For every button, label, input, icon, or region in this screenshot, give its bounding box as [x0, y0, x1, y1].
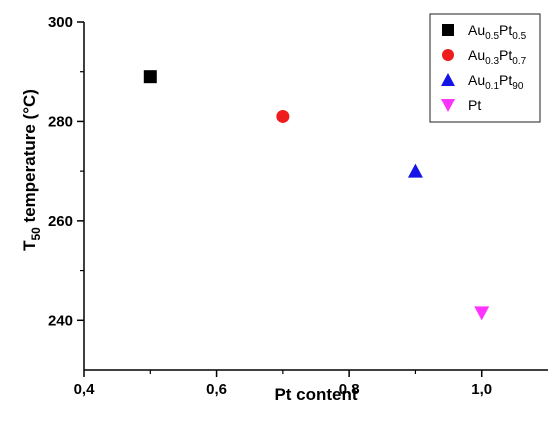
data-points [143, 70, 490, 321]
legend-marker-1 [442, 24, 454, 36]
x-tick-label: 0,8 [339, 381, 360, 398]
legend-label-3: Au0.1Pt90 [468, 72, 524, 92]
x-tick-label: 0,6 [206, 381, 227, 398]
axes [83, 22, 548, 371]
data-point-1 [143, 70, 157, 84]
legend-marker-2 [442, 49, 454, 61]
legend-label-1: Au0.5Pt0.5 [468, 22, 527, 42]
legend-label-4: Pt [468, 97, 481, 113]
y-axis-title: T50 temperature (°C) [20, 89, 43, 251]
x-tick-label: 0,4 [74, 381, 96, 398]
y-tick-label: 280 [48, 113, 73, 130]
x-axis-title: Pt content [274, 385, 357, 404]
y-tick-label: 260 [48, 213, 73, 230]
data-point-2 [276, 109, 290, 123]
legend-label-2: Au0.3Pt0.7 [468, 47, 527, 67]
y-tick-label: 300 [48, 14, 73, 31]
x-tick-label: 1,0 [471, 381, 492, 398]
legend-marker-3 [441, 73, 455, 86]
data-point-4 [474, 306, 490, 321]
legend: Au0.5Pt0.5 Au0.3Pt0.7 Au0.1Pt90 Pt [429, 13, 541, 123]
y-tick-label: 240 [48, 312, 73, 329]
ticks: 0,4 0,6 0,8 1,0 240 260 280 300 [48, 14, 492, 398]
data-point-3 [407, 163, 423, 178]
legend-marker-4 [441, 99, 455, 112]
